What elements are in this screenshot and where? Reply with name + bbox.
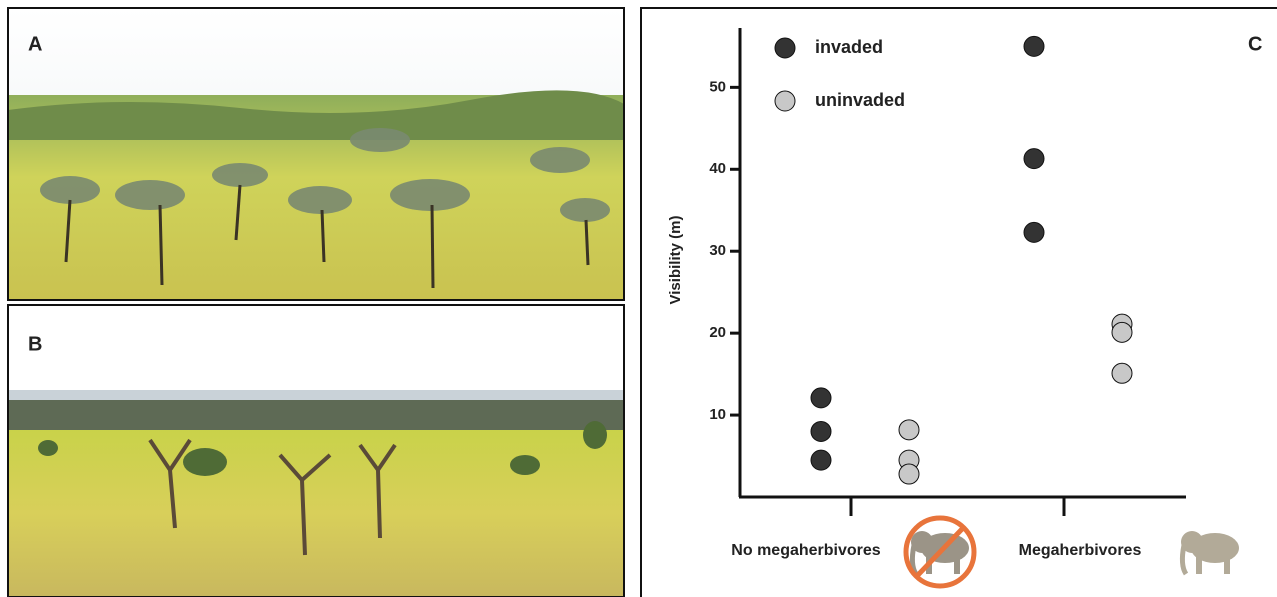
y-tick-label: 50	[709, 78, 726, 95]
y-tick-label: 40	[709, 160, 726, 177]
panel-label: B	[28, 333, 42, 355]
point	[1024, 222, 1044, 242]
legend-label: invaded	[815, 37, 883, 57]
point	[1112, 322, 1132, 342]
panel-label: C	[1248, 33, 1262, 55]
point	[899, 420, 919, 440]
photo-a	[8, 8, 624, 300]
figure: A B C Visibility (m) 10 20 30 40 50 No megahe…	[0, 0, 1277, 597]
point	[811, 421, 831, 441]
legend-marker	[775, 38, 795, 58]
point	[1024, 149, 1044, 169]
x-tick-label: No megaherbivores	[731, 542, 880, 559]
legend-label: uninvaded	[815, 90, 905, 110]
x-tick-label: Megaherbivores	[1019, 542, 1142, 559]
y-tick-label: 10	[709, 406, 726, 423]
photo-b	[8, 305, 624, 597]
legend-marker	[775, 91, 795, 111]
y-axis-title: Visibility (m)	[667, 216, 684, 305]
point	[899, 464, 919, 484]
y-tick-label: 20	[709, 324, 726, 341]
point	[811, 450, 831, 470]
panel-label: A	[28, 33, 42, 55]
point	[1024, 36, 1044, 56]
panel-frame	[641, 8, 1277, 597]
y-tick-label: 30	[709, 242, 726, 259]
point	[1112, 363, 1132, 383]
point	[811, 388, 831, 408]
